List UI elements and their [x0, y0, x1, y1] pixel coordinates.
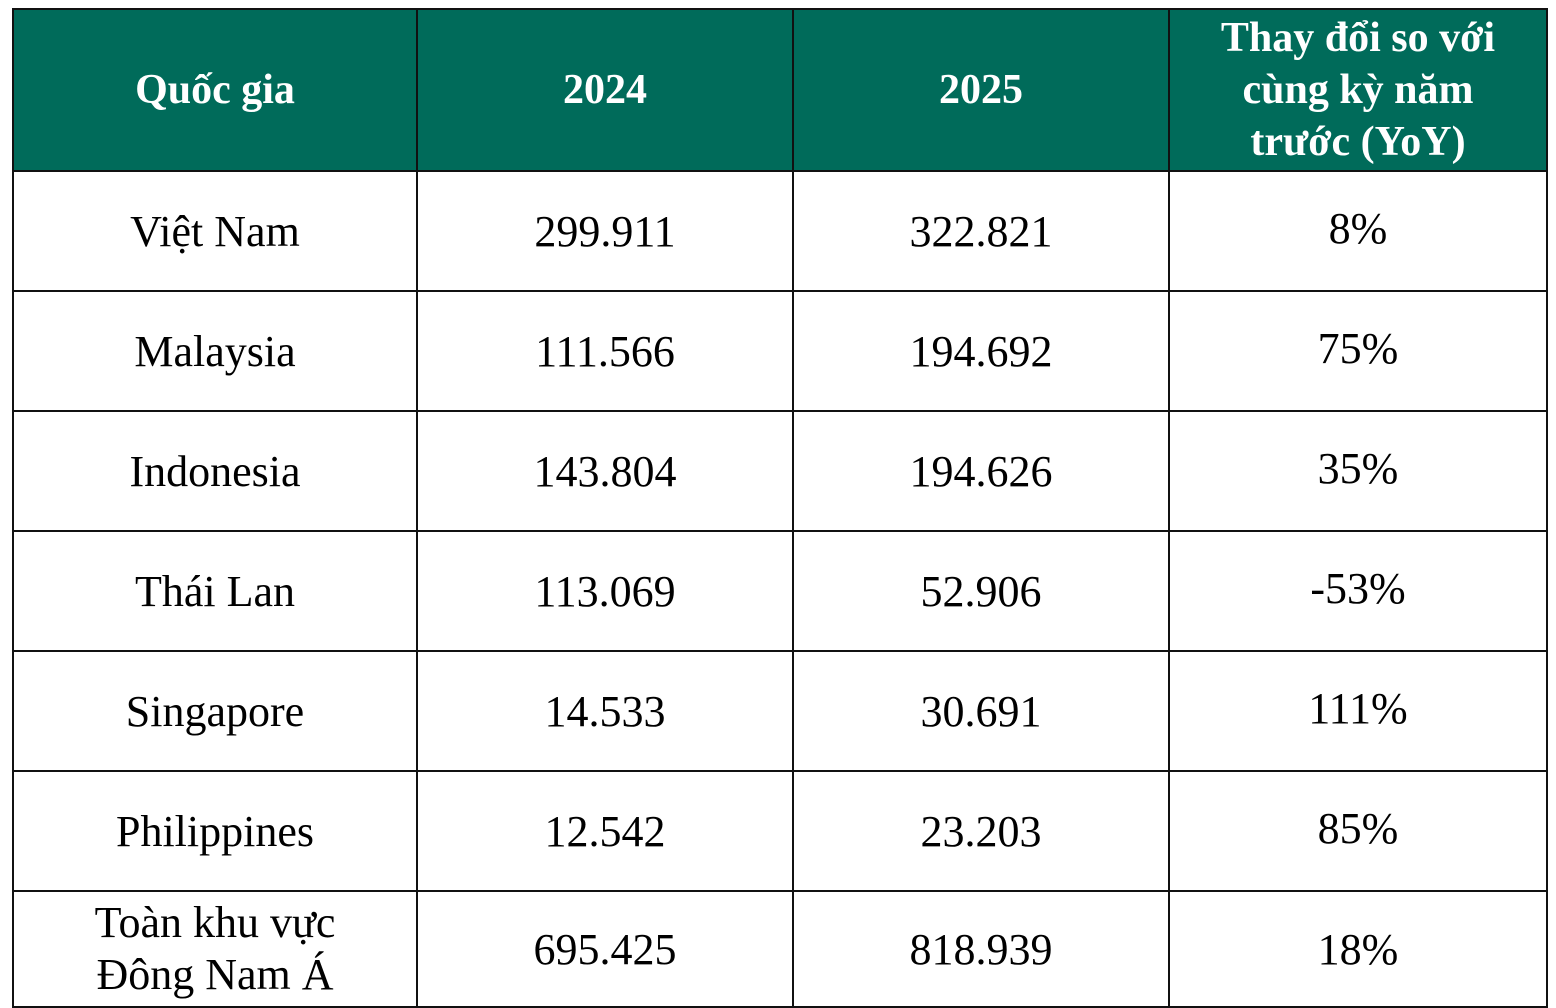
cell-2025: 30.691	[792, 650, 1170, 772]
cell-2024: 143.804	[416, 410, 794, 532]
table-row: Thái Lan 113.069 52.906 -53%	[12, 530, 1548, 652]
cell-2025: 52.906	[792, 530, 1170, 652]
cell-2024: 111.566	[416, 290, 794, 412]
header-yoy-label: Thay đổi so với cùng kỳ năm trước (YoY)	[1220, 15, 1496, 165]
cell-2025: 23.203	[792, 770, 1170, 892]
table-row: Singapore 14.533 30.691 111%	[12, 650, 1548, 772]
cell-country: Thái Lan	[12, 530, 418, 652]
cell-yoy: 111%	[1168, 650, 1548, 772]
cell-total-region: Toàn khu vực Đông Nam Á	[12, 890, 418, 1008]
cell-country: Indonesia	[12, 410, 418, 532]
cell-yoy: 35%	[1168, 410, 1548, 532]
header-2024: 2024	[416, 8, 794, 172]
total-region-line2: Đông Nam Á	[96, 950, 334, 999]
cell-2024: 14.533	[416, 650, 794, 772]
cell-2025: 194.692	[792, 290, 1170, 412]
total-row: Toàn khu vực Đông Nam Á 695.425 818.939 …	[12, 890, 1548, 1008]
header-yoy: Thay đổi so với cùng kỳ năm trước (YoY)	[1168, 8, 1548, 172]
cell-2024: 299.911	[416, 170, 794, 292]
total-region-label: Toàn khu vực Đông Nam Á	[95, 897, 336, 1001]
table-row: Malaysia 111.566 194.692 75%	[12, 290, 1548, 412]
cell-2024: 113.069	[416, 530, 794, 652]
cell-total-yoy: 18%	[1168, 890, 1548, 1008]
cell-yoy: 75%	[1168, 290, 1548, 412]
cell-2024: 12.542	[416, 770, 794, 892]
cell-country: Malaysia	[12, 290, 418, 412]
cell-yoy: -53%	[1168, 530, 1548, 652]
cell-country: Việt Nam	[12, 170, 418, 292]
cell-total-2024: 695.425	[416, 890, 794, 1008]
cell-total-2025: 818.939	[792, 890, 1170, 1008]
data-table-container: Quốc gia 2024 2025 Thay đổi so với cùng …	[12, 8, 1548, 1008]
cell-country: Singapore	[12, 650, 418, 772]
cell-2025: 322.821	[792, 170, 1170, 292]
header-country: Quốc gia	[12, 8, 418, 172]
cell-2025: 194.626	[792, 410, 1170, 532]
table-body: Việt Nam 299.911 322.821 8% Malaysia 111…	[12, 170, 1548, 1008]
table-row: Philippines 12.542 23.203 85%	[12, 770, 1548, 892]
cell-yoy: 85%	[1168, 770, 1548, 892]
header-2025: 2025	[792, 8, 1170, 172]
total-region-line1: Toàn khu vực	[94, 898, 336, 947]
table-row: Indonesia 143.804 194.626 35%	[12, 410, 1548, 532]
cell-yoy: 8%	[1168, 170, 1548, 292]
header-row: Quốc gia 2024 2025 Thay đổi so với cùng …	[12, 8, 1548, 172]
cell-country: Philippines	[12, 770, 418, 892]
table-header: Quốc gia 2024 2025 Thay đổi so với cùng …	[12, 8, 1548, 172]
data-table: Quốc gia 2024 2025 Thay đổi so với cùng …	[12, 8, 1548, 1008]
table-row: Việt Nam 299.911 322.821 8%	[12, 170, 1548, 292]
